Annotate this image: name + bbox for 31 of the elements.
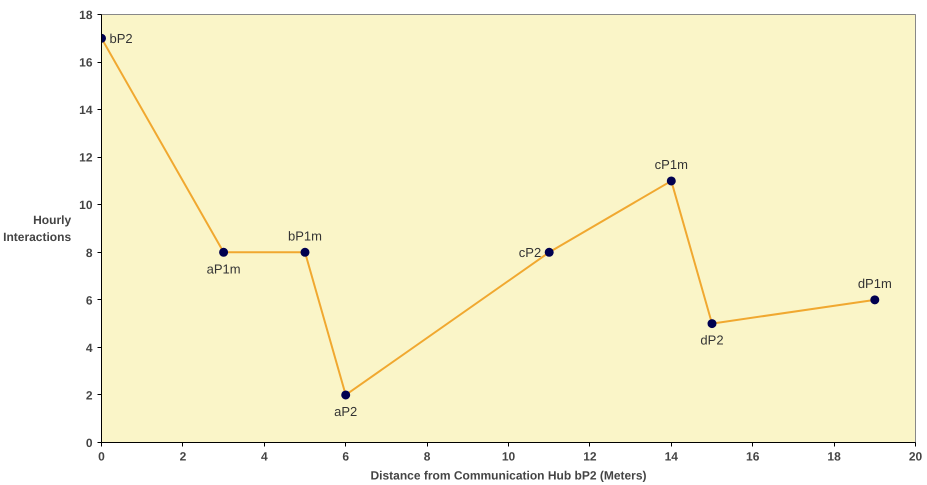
y-tick-label: 16 <box>79 56 93 70</box>
y-tick-label: 14 <box>79 103 93 118</box>
annotation: bP2 <box>110 30 133 46</box>
annotation: aP2 <box>334 404 358 419</box>
y-tick-label: 4 <box>86 340 93 355</box>
x-tick-label: 8 <box>424 450 431 464</box>
y-tick-label: 0 <box>86 436 93 450</box>
y-tick-label: 12 <box>79 150 93 165</box>
y-tick-label: 18 <box>79 8 93 22</box>
annotation: cP1m <box>654 156 688 172</box>
x-tick-label: 12 <box>583 450 597 464</box>
x-tick-label: 16 <box>746 450 760 464</box>
y-tick-label: 8 <box>86 246 93 260</box>
x-tick-label: 6 <box>342 450 350 464</box>
y-tick-label: 2 <box>86 388 93 402</box>
annotation: aP1m <box>206 261 241 276</box>
x-tick-label: 4 <box>260 450 268 464</box>
x-axis-title: Distance from Communication Hub bP2 (Meters) <box>370 468 647 482</box>
x-tick-label: 0 <box>98 450 106 464</box>
y-tick-label: 6 <box>86 293 93 308</box>
x-tick-label: 2 <box>180 450 187 464</box>
annotation: dP2 <box>700 332 724 348</box>
x-tick-label: 14 <box>664 450 678 464</box>
annotation: cP2 <box>518 244 542 260</box>
annotation: bP1m <box>288 228 322 244</box>
x-tick-label: 10 <box>502 450 516 464</box>
annotation: dP1m <box>858 276 892 291</box>
y-axis-title: Hourly Interactions <box>3 213 72 244</box>
y-tick-label: 10 <box>79 198 93 212</box>
x-tick-label: 20 <box>908 450 922 464</box>
x-tick-label: 18 <box>827 450 842 464</box>
